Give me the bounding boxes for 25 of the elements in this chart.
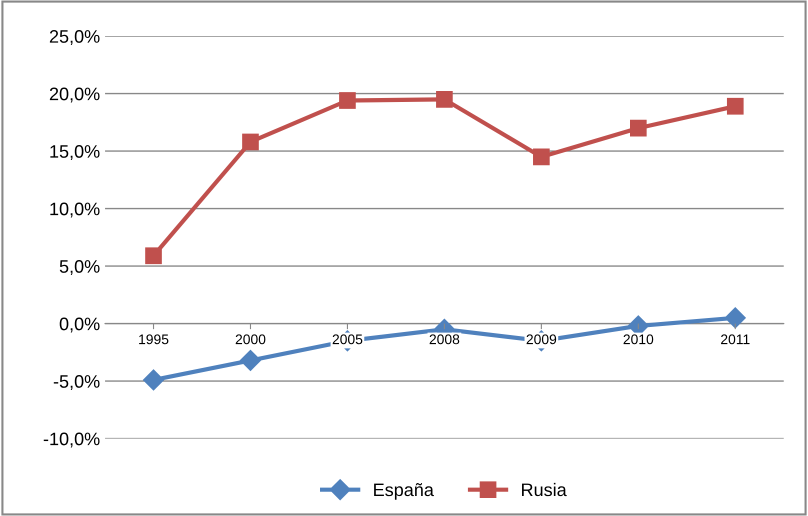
x-tick-label: 2010: [624, 334, 654, 344]
legend-label: España: [374, 483, 434, 500]
point: [339, 92, 356, 109]
y-tick-label: 25,0%: [50, 30, 100, 45]
point: [436, 91, 453, 108]
legend-label: Rusia: [522, 482, 567, 496]
point: [630, 120, 647, 136]
point: [726, 98, 744, 115]
point: [533, 148, 550, 166]
y-tick-label: 10,0%: [50, 202, 100, 218]
x-tick-label: 2000: [236, 334, 266, 344]
y-tick-label: 0,0%: [60, 318, 100, 332]
point: [240, 350, 261, 371]
point: [145, 247, 162, 264]
y-tick-label: 20,0%: [50, 88, 100, 102]
point: [242, 134, 259, 150]
y-tick-label: 5,0%: [60, 260, 100, 275]
y-tick-label: -5,0%: [54, 375, 100, 390]
point: [143, 369, 164, 390]
x-tick-label: 2011: [721, 334, 750, 344]
x-tick-label: 2008: [430, 334, 460, 344]
y-tick-label: 15,0%: [50, 145, 100, 160]
x-tick-label: 1995: [139, 334, 168, 344]
y-tick-label: -10,0%: [44, 432, 100, 448]
point: [724, 307, 746, 328]
